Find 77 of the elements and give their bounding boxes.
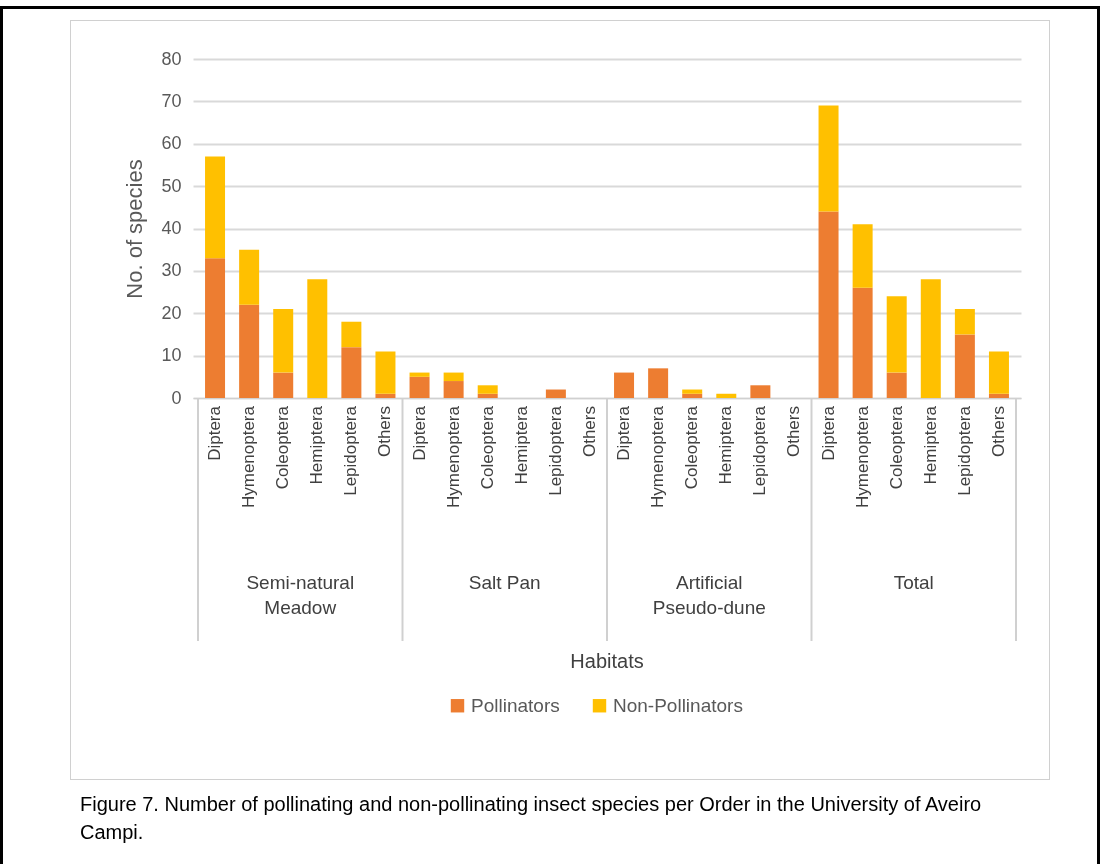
y-axis-title: No. of species (122, 159, 148, 299)
x-tick-label: Diptera (614, 405, 634, 461)
x-tick-label: Hemiptera (716, 405, 736, 485)
bar (477, 385, 498, 394)
bar (852, 287, 873, 398)
y-tick-label: 40 (161, 218, 182, 238)
y-tick-label: 50 (161, 175, 182, 196)
bar (954, 334, 975, 398)
bar (988, 393, 1009, 398)
y-tick-label: 70 (161, 90, 182, 111)
bar (545, 389, 566, 398)
bar (273, 372, 294, 398)
y-tick-label: 0 (171, 387, 182, 408)
text: Total (893, 572, 934, 593)
bar (750, 385, 771, 398)
bar (273, 309, 294, 373)
bar (239, 249, 260, 305)
x-tick-label: Coleoptera (886, 405, 906, 490)
bar (239, 304, 260, 398)
y-tick-label: 80 (161, 48, 182, 69)
bar (920, 279, 941, 398)
caption: Figure 7. Number of pollinating and non-pollinating insect species per Order in the University of Aveiro Campi. (80, 792, 983, 845)
bar (205, 258, 226, 398)
text: Semi-natural Meadow (246, 572, 355, 618)
bar (443, 372, 464, 382)
bar (682, 393, 703, 398)
bar (409, 376, 430, 398)
bar (341, 321, 362, 348)
bar (205, 156, 226, 259)
x-tick-label: Hemiptera (511, 405, 531, 485)
bar (886, 296, 907, 373)
y-tick-label: 10 (161, 345, 182, 366)
x-tick-label: Others (375, 406, 395, 458)
bar (409, 372, 430, 377)
bar (443, 381, 464, 398)
bar (954, 309, 975, 335)
text: Habitats (570, 650, 644, 672)
text: Artificial Pseudo-dune (652, 572, 766, 618)
bar (852, 224, 873, 288)
bar (648, 368, 669, 398)
y-tick-label: 60 (161, 133, 182, 154)
x-tick-label: Hemiptera (307, 405, 327, 485)
x-tick-label: Others (784, 406, 804, 458)
bar (307, 279, 328, 398)
x-tick-label: Diptera (818, 405, 838, 461)
x-tick-label: Others (988, 406, 1008, 458)
x-tick-label: Diptera (409, 405, 429, 461)
x-tick-label: Coleoptera (682, 405, 702, 490)
bar (886, 372, 907, 398)
bar (477, 393, 498, 398)
x-tick-label: Lepidoptera (750, 405, 770, 496)
legend-label: Pollinators (471, 694, 560, 716)
y-tick-label: 20 (161, 302, 182, 323)
x-tick-label: Hymenoptera (852, 405, 872, 509)
text: Salt Pan (468, 572, 541, 593)
x-tick-label: Hymenoptera (648, 405, 668, 509)
x-tick-label: Diptera (205, 405, 225, 461)
y-tick-label: 30 (161, 260, 182, 281)
bar (818, 211, 839, 398)
bar (375, 351, 396, 394)
x-tick-label: Hemiptera (920, 405, 940, 485)
x-tick-label: Hymenoptera (239, 405, 259, 509)
x-tick-label: Coleoptera (273, 405, 293, 490)
x-tick-label: Others (579, 406, 599, 458)
x-tick-label: Coleoptera (477, 405, 497, 490)
x-tick-label: Hymenoptera (443, 405, 463, 509)
bar (682, 389, 703, 394)
x-tick-label: Lepidoptera (954, 405, 974, 496)
x-tick-label: Lepidoptera (545, 405, 565, 496)
bar (716, 393, 737, 398)
x-tick-label: Lepidoptera (341, 405, 361, 496)
bar (818, 105, 839, 212)
bar (341, 347, 362, 398)
bar (988, 351, 1009, 394)
bar (614, 372, 635, 398)
bar (375, 393, 396, 398)
legend-label: Non-Pollinators (613, 694, 743, 716)
